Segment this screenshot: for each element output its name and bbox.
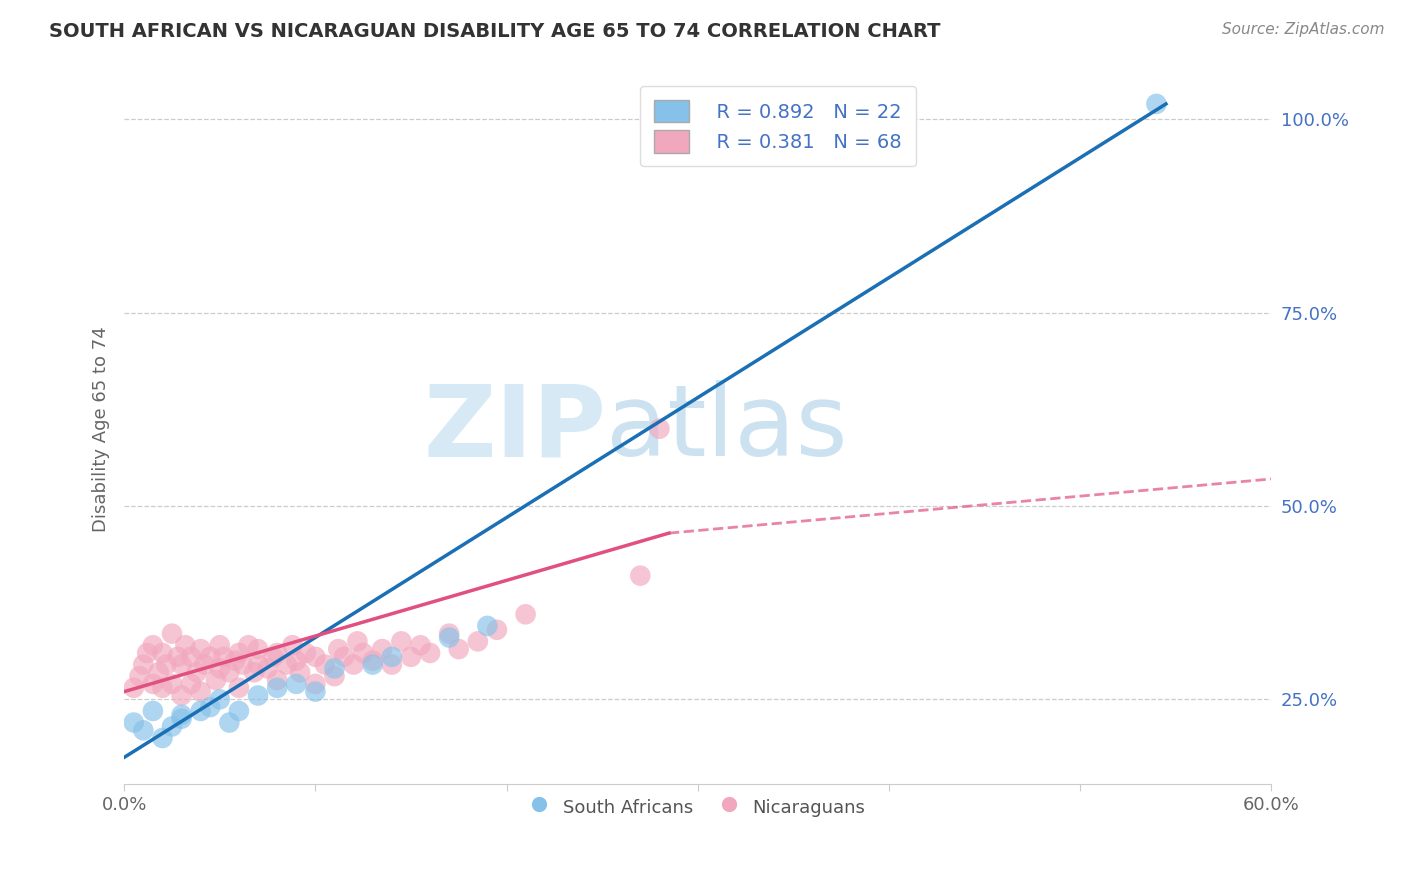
Text: Source: ZipAtlas.com: Source: ZipAtlas.com	[1222, 22, 1385, 37]
Point	[122, 681, 145, 695]
Point	[477, 619, 499, 633]
Point	[262, 649, 284, 664]
Point	[266, 681, 288, 695]
Point	[276, 657, 298, 672]
Point	[148, 665, 170, 680]
Point	[1144, 96, 1167, 111]
Point	[190, 684, 212, 698]
Legend: South Africans, Nicaraguans: South Africans, Nicaraguans	[523, 789, 873, 825]
Point	[333, 649, 356, 664]
Point	[155, 657, 177, 672]
Point	[247, 657, 270, 672]
Point	[212, 649, 235, 664]
Point	[152, 646, 174, 660]
Point	[132, 723, 155, 738]
Point	[266, 646, 288, 660]
Point	[128, 669, 150, 683]
Point	[170, 707, 193, 722]
Point	[437, 631, 460, 645]
Point	[346, 634, 368, 648]
Point	[205, 673, 228, 687]
Point	[281, 638, 304, 652]
Point	[314, 657, 336, 672]
Point	[243, 665, 266, 680]
Point	[266, 673, 288, 687]
Point	[122, 715, 145, 730]
Point	[160, 677, 183, 691]
Point	[228, 646, 250, 660]
Point	[409, 638, 432, 652]
Point	[180, 649, 202, 664]
Point	[342, 657, 364, 672]
Point	[180, 677, 202, 691]
Point	[304, 684, 326, 698]
Point	[208, 692, 231, 706]
Point	[170, 657, 193, 672]
Point	[361, 654, 384, 668]
Text: SOUTH AFRICAN VS NICARAGUAN DISABILITY AGE 65 TO 74 CORRELATION CHART: SOUTH AFRICAN VS NICARAGUAN DISABILITY A…	[49, 22, 941, 41]
Point	[467, 634, 489, 648]
Point	[170, 689, 193, 703]
Point	[190, 704, 212, 718]
Point	[152, 731, 174, 745]
Point	[371, 642, 394, 657]
Point	[323, 669, 346, 683]
Point	[160, 626, 183, 640]
Point	[288, 665, 311, 680]
Point	[174, 638, 197, 652]
Point	[208, 661, 231, 675]
Point	[447, 642, 470, 657]
Point	[437, 626, 460, 640]
Point	[304, 649, 326, 664]
Point	[132, 657, 155, 672]
Point	[228, 681, 250, 695]
Text: ZIP: ZIP	[423, 380, 606, 477]
Point	[323, 661, 346, 675]
Point	[232, 657, 254, 672]
Point	[208, 638, 231, 652]
Point	[295, 646, 318, 660]
Point	[142, 704, 165, 718]
Point	[142, 638, 165, 652]
Point	[381, 649, 404, 664]
Point	[190, 642, 212, 657]
Point	[218, 715, 240, 730]
Point	[200, 700, 222, 714]
Point	[224, 654, 246, 668]
Y-axis label: Disability Age 65 to 74: Disability Age 65 to 74	[93, 326, 110, 532]
Point	[247, 689, 270, 703]
Point	[304, 677, 326, 691]
Point	[200, 649, 222, 664]
Point	[218, 665, 240, 680]
Point	[238, 638, 260, 652]
Point	[160, 719, 183, 733]
Point	[419, 646, 441, 660]
Point	[166, 649, 188, 664]
Point	[186, 665, 208, 680]
Point	[361, 657, 384, 672]
Point	[136, 646, 159, 660]
Point	[228, 704, 250, 718]
Point	[515, 607, 537, 622]
Point	[256, 661, 278, 675]
Point	[389, 634, 412, 648]
Text: atlas: atlas	[606, 380, 848, 477]
Point	[399, 649, 422, 664]
Point	[381, 657, 404, 672]
Point	[352, 646, 374, 660]
Point	[247, 642, 270, 657]
Point	[285, 677, 308, 691]
Point	[285, 654, 308, 668]
Point	[170, 712, 193, 726]
Point	[628, 568, 651, 582]
Point	[152, 681, 174, 695]
Point	[485, 623, 508, 637]
Point	[648, 422, 671, 436]
Point	[142, 677, 165, 691]
Point	[193, 657, 215, 672]
Point	[328, 642, 350, 657]
